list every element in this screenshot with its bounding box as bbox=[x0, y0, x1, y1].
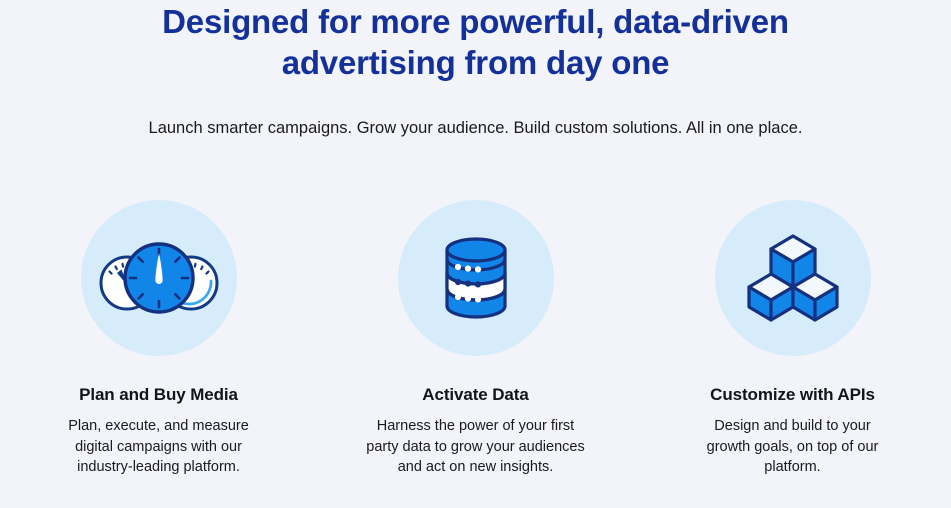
feature-description: Plan, execute, and measure digital campa… bbox=[68, 418, 249, 476]
feature-card-activate-data: Activate Data Harness the power of your … bbox=[317, 200, 634, 478]
feature-description: Design and build to your growth goals, o… bbox=[706, 418, 879, 476]
icon-circle-background bbox=[397, 200, 554, 356]
hero-subtitle: Launch smarter campaigns. Grow your audi… bbox=[148, 119, 803, 138]
feature-title: Activate Data bbox=[422, 385, 529, 404]
feature-title: Plan and Buy Media bbox=[79, 385, 238, 404]
icon-circle-background bbox=[80, 200, 237, 356]
page-title: Designed for more powerful, data-driven … bbox=[162, 3, 789, 81]
hero-block: Designed for more powerful, data-driven … bbox=[0, 0, 951, 141]
feature-description: Harness the power of your first party da… bbox=[366, 418, 585, 476]
icon-circle-background bbox=[714, 200, 871, 356]
stacked-cubes-icon bbox=[746, 234, 839, 322]
feature-card-plan-and-buy-media: Plan and Buy Media Plan, execute, and me… bbox=[0, 200, 317, 478]
feature-title: Customize with APIs bbox=[710, 385, 875, 404]
feature-card-customize-with-apis: Customize with APIs Design and build to … bbox=[634, 200, 951, 478]
speedometer-gauges-icon bbox=[99, 242, 218, 314]
feature-card-row: Plan and Buy Media Plan, execute, and me… bbox=[0, 200, 951, 478]
database-cylinder-icon bbox=[444, 237, 507, 319]
